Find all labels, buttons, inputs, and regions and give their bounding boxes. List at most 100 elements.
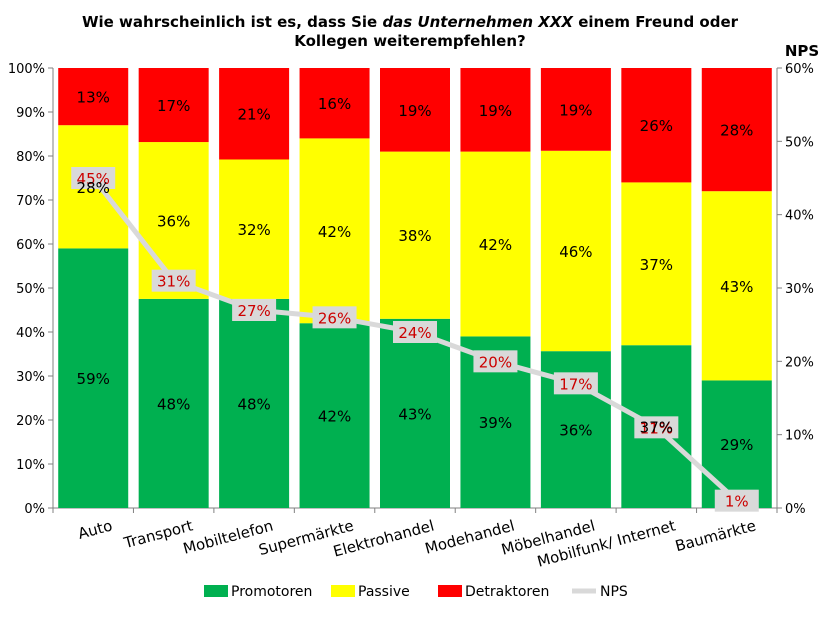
bar-value-label: 37% [640, 256, 673, 274]
bar-value-label: 38% [398, 227, 431, 245]
chart-title-italic: das Unternehmen XXX [382, 13, 573, 31]
bar-value-label: 36% [157, 212, 190, 230]
legend: Promotoren Passive Detraktoren NPS [204, 584, 628, 600]
bar-segment-detraktoren [380, 68, 450, 152]
bar-segment-passive [540, 150, 611, 352]
bar-segment-detraktoren [138, 68, 209, 143]
y-tick-label: 20% [16, 414, 45, 429]
bar-value-label: 48% [157, 395, 190, 413]
legend-swatch [204, 585, 228, 597]
y-tick-label: 40% [16, 326, 45, 341]
bar-value-label: 16% [318, 95, 351, 113]
y-tick-label: 90% [16, 106, 45, 121]
nps-label-background [312, 306, 357, 329]
bar-value-label: 29% [720, 436, 753, 454]
bar-value-label: 48% [237, 395, 270, 413]
bar-value-label: 32% [237, 221, 270, 239]
bar-segment-promotoren [138, 298, 209, 508]
x-category-label: Baumärkte [673, 516, 758, 555]
nps-value-label: 20% [479, 353, 512, 371]
bar-segment-detraktoren [460, 68, 531, 152]
bar-value-label: 46% [559, 243, 592, 261]
y2-tick-label: 50% [785, 135, 814, 150]
y-tick-label: 0% [24, 502, 45, 517]
nps-value-label: 11% [640, 419, 673, 437]
bar-value-label: 17% [157, 97, 190, 115]
chart-title-prefix: Wie wahrscheinlich ist es, dass Sie [81, 13, 383, 31]
bar-segment-detraktoren [219, 68, 290, 160]
bar-segment-promotoren [299, 323, 370, 508]
bar-segment-passive [621, 182, 692, 346]
bar-value-label: 43% [398, 405, 431, 423]
y-tick-label: 80% [16, 150, 45, 165]
nps-value-label: 45% [77, 170, 110, 188]
y2-tick-label: 20% [785, 355, 814, 370]
nps-value-label: 31% [157, 273, 190, 291]
bar-segment-passive [219, 159, 290, 299]
bar-segment-promotoren [701, 380, 772, 508]
y-tick-label: 60% [16, 238, 45, 253]
nps-label-background [634, 416, 679, 439]
y2-tick-label: 40% [785, 209, 814, 224]
bar-value-label: 59% [77, 370, 110, 388]
nps-value-label: 26% [318, 309, 351, 327]
bar-value-label: 39% [479, 414, 512, 432]
bar-segment-detraktoren [540, 68, 611, 151]
bars-group [58, 68, 772, 508]
bar-value-label: 28% [720, 122, 753, 140]
bar-segment-detraktoren [701, 68, 772, 192]
bar-value-label: 19% [398, 102, 431, 120]
bar-segment-promotoren [380, 318, 450, 508]
bar-value-label: 42% [318, 408, 351, 426]
legend-swatch [331, 585, 355, 597]
bar-segment-promotoren [58, 248, 129, 508]
data-labels-group: 59% 28% 13% 48% 36% 17% 48% 32% 21% 42% 42% 16% 43% 3… [77, 89, 754, 455]
bar-value-label: 28% [77, 179, 110, 197]
y2-tick-label: 10% [785, 429, 814, 444]
nps-value-label: 27% [237, 302, 270, 320]
bar-value-label: 21% [237, 106, 270, 124]
bar-value-label: 42% [479, 236, 512, 254]
legend-label: Passive [358, 584, 410, 600]
bar-segment-passive [299, 138, 370, 324]
bar-segment-detraktoren [299, 68, 370, 139]
chart-title-suffix: einem Freund oder Kollegen weiterempfehl… [294, 13, 739, 50]
bar-value-label: 36% [559, 422, 592, 440]
bar-value-label: 13% [77, 89, 110, 107]
bar-segment-detraktoren [58, 68, 129, 126]
legend-label: Detraktoren [465, 584, 549, 600]
y2-tick-label: 60% [785, 62, 814, 77]
nps-label-background [553, 372, 598, 395]
nps-label-background [714, 489, 759, 512]
legend-label: Promotoren [231, 584, 312, 600]
legend-swatch [438, 585, 462, 597]
x-category-label: Auto [76, 516, 114, 542]
nps-label-background [71, 167, 116, 189]
legend-label: NPS [600, 584, 628, 600]
bar-value-label: 19% [559, 101, 592, 119]
bar-segment-detraktoren [621, 68, 692, 183]
y-tick-label: 50% [16, 282, 45, 297]
nps-label-background [151, 269, 196, 292]
y2-tick-label: 0% [785, 502, 806, 517]
nps-label-background [232, 299, 277, 321]
bar-value-label: 19% [479, 102, 512, 120]
y2-tick-label: 30% [785, 282, 814, 297]
nps-label-background [393, 321, 437, 343]
bar-segment-passive [460, 151, 531, 337]
bar-segment-passive [701, 191, 772, 381]
bar-value-label: 42% [318, 223, 351, 241]
bar-value-label: 43% [720, 278, 753, 296]
y-tick-label: 100% [8, 62, 45, 77]
nps-value-label: 17% [559, 375, 592, 393]
y-tick-label: 70% [16, 194, 45, 209]
bar-segment-passive [380, 151, 450, 319]
nps-value-label: 24% [398, 324, 431, 342]
y2-axis-title: NPS [785, 42, 819, 60]
nps-value-label: 1% [725, 493, 749, 511]
nps-line-group: 45% 31% 27% 26% 24% 20% 17% 11% 1% [71, 167, 759, 512]
y-tick-label: 30% [16, 370, 45, 385]
y-tick-label: 10% [16, 458, 45, 473]
bar-value-label: 26% [640, 117, 673, 135]
